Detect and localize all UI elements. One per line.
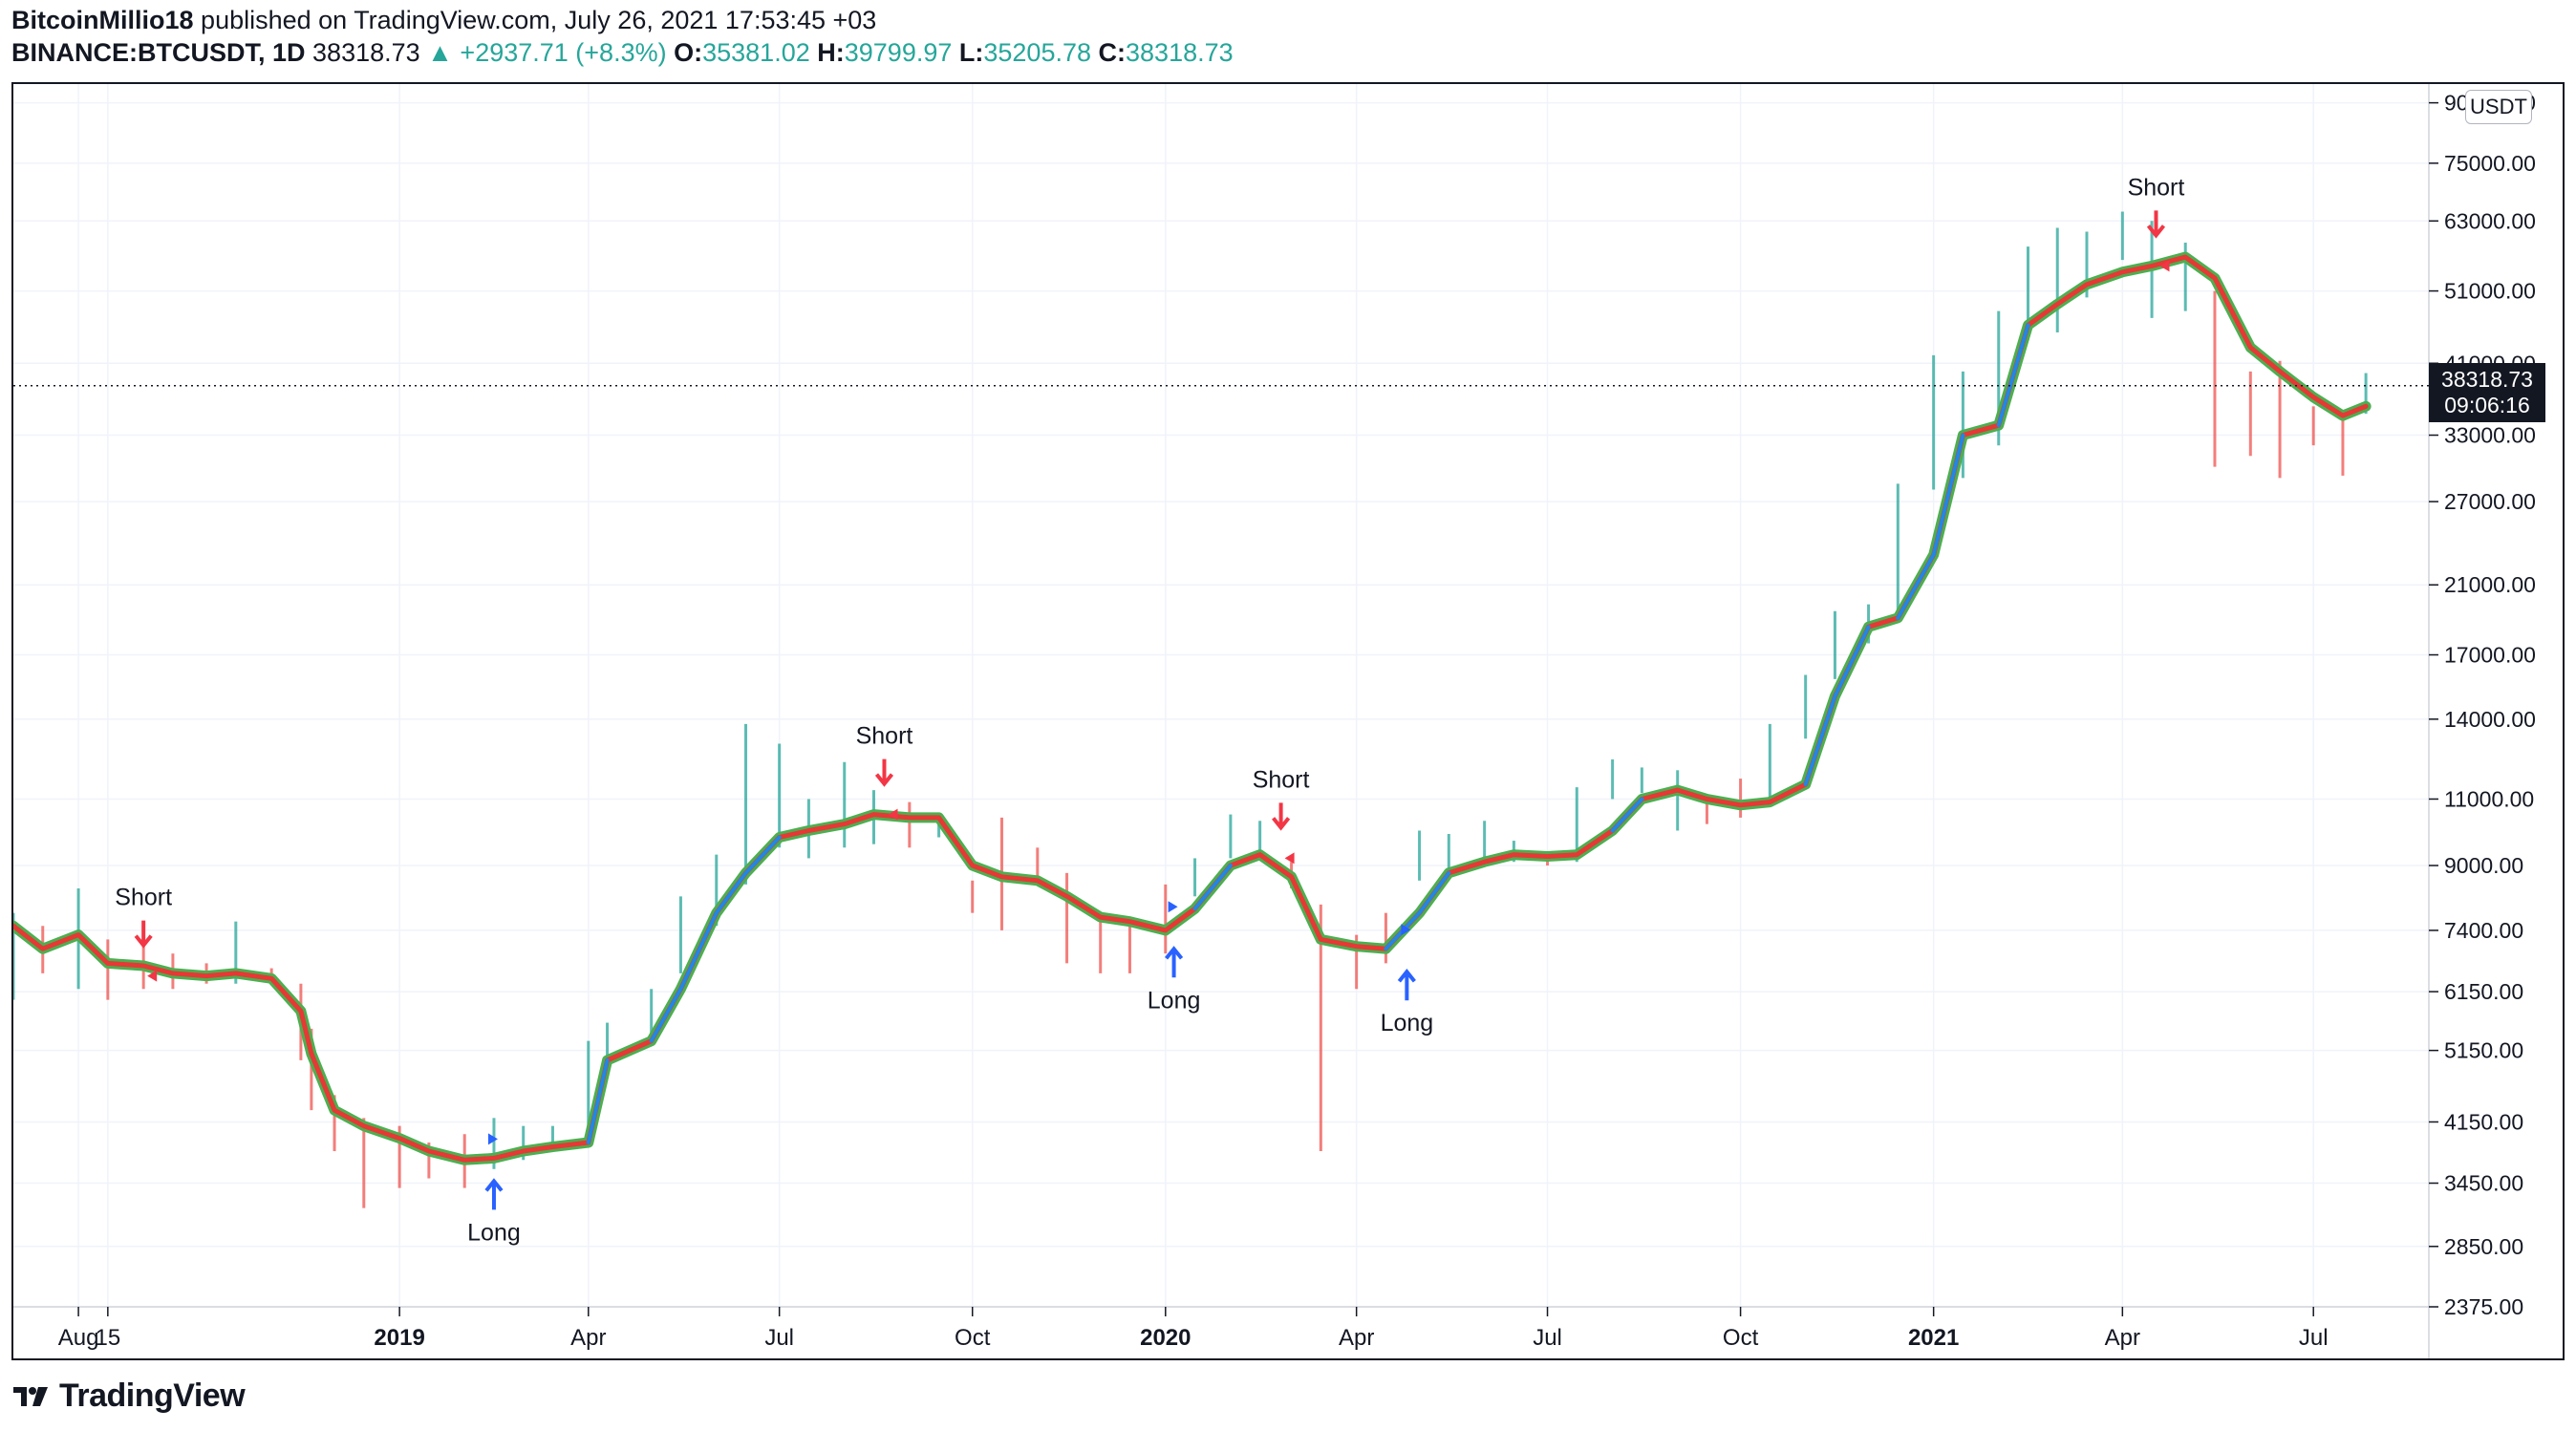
time-tick-label: Jul xyxy=(2299,1325,2329,1351)
trend-rise-segment xyxy=(1896,552,1936,620)
symbol-label: BINANCE:BTCUSDT, 1D xyxy=(11,38,306,67)
price-chart[interactable]: 90000.0075000.0063000.0051000.0041000.00… xyxy=(13,84,2563,1358)
price-tick-label: 21000.00 xyxy=(2444,572,2536,597)
tradingview-logo[interactable]: TradingView xyxy=(13,1378,246,1415)
price-tick-label: 51000.00 xyxy=(2444,279,2536,304)
signal-label-short: Short xyxy=(856,723,913,750)
price-tick-label: 2375.00 xyxy=(2444,1294,2523,1319)
countdown-label: 09:06:16 xyxy=(2444,393,2530,417)
low-value: 35205.78 xyxy=(983,38,1091,67)
price-tick-label: 3450.00 xyxy=(2444,1171,2523,1196)
long-arrow-icon xyxy=(484,1178,504,1210)
tradingview-logo-icon xyxy=(13,1386,48,1406)
price-tick-label: 11000.00 xyxy=(2444,786,2534,811)
trend-rise-segment xyxy=(586,1057,610,1145)
trend-rise-segment xyxy=(1610,797,1644,833)
price-tick-label: 9000.00 xyxy=(2444,853,2523,878)
price-tick-label: 4150.00 xyxy=(2444,1109,2523,1134)
open-value: 35381.02 xyxy=(702,38,810,67)
long-arrow-icon xyxy=(1165,946,1184,978)
publish-text: published on TradingView.com, July 26, 2… xyxy=(201,6,877,34)
time-tick-label: Jul xyxy=(764,1325,794,1351)
signal-label-long: Long xyxy=(1381,1010,1434,1036)
change-value: +2937.71 (+8.3%) xyxy=(460,38,667,67)
trend-rise-segment xyxy=(1996,323,2030,428)
short-arrow-icon xyxy=(1272,802,1291,831)
last-price-label: 38318.73 xyxy=(2441,367,2533,392)
price-tick-label: 27000.00 xyxy=(2444,489,2536,514)
trend-rise-segment xyxy=(678,910,719,992)
price-tick-label: 17000.00 xyxy=(2444,643,2536,668)
signal-label-short: Short xyxy=(1253,766,1310,793)
trend-rise-segment xyxy=(1192,864,1233,911)
brand-name: TradingView xyxy=(59,1378,246,1414)
trend-rise-segment xyxy=(649,987,683,1043)
trend-rise-segment xyxy=(1931,433,1965,557)
signal-label-long: Long xyxy=(1148,987,1201,1014)
long-arrow-icon xyxy=(1397,968,1416,1001)
last-price-marker: 38318.73 09:06:16 xyxy=(2429,363,2545,422)
long-marker-icon xyxy=(487,1133,498,1145)
time-tick-label: Apr xyxy=(1339,1325,1374,1351)
trend-rise-segment xyxy=(743,835,782,875)
high-label: H: xyxy=(817,38,845,67)
legend-row: BINANCE:BTCUSDT, 1D 38318.73 ▲ +2937.71 … xyxy=(11,38,1234,68)
trend-rise-segment xyxy=(1803,694,1837,787)
price-tick-label: 2850.00 xyxy=(2444,1234,2523,1259)
time-tick-label: Oct xyxy=(1723,1325,1759,1351)
trend-line-inner xyxy=(13,254,2369,1163)
price-tick-label: 5150.00 xyxy=(2444,1038,2523,1063)
chart-frame xyxy=(11,82,2565,1360)
short-marker-icon xyxy=(1284,852,1295,865)
close-label: C: xyxy=(1098,38,1127,67)
trend-rise-segment xyxy=(714,870,748,915)
price-tick-label: 33000.00 xyxy=(2444,423,2536,448)
low-label: L: xyxy=(958,38,984,67)
time-tick-label: Apr xyxy=(2105,1325,2140,1351)
short-marker-icon xyxy=(888,808,898,821)
long-marker-icon xyxy=(1401,924,1411,936)
author-name[interactable]: BitcoinMillio18 xyxy=(11,6,194,34)
change-up-icon: ▲ xyxy=(427,38,453,67)
short-marker-icon xyxy=(147,970,158,982)
price-tick-label: 63000.00 xyxy=(2444,208,2536,233)
last-value: 38318.73 xyxy=(312,38,420,67)
time-tick-label: 2020 xyxy=(1140,1325,1191,1351)
short-arrow-icon xyxy=(874,758,894,787)
signal-label-long: Long xyxy=(467,1219,521,1246)
time-tick-label: Apr xyxy=(570,1325,606,1351)
currency-badge[interactable]: USDT xyxy=(2465,90,2532,124)
trend-rise-segment xyxy=(1417,870,1451,915)
trend-line-outer xyxy=(13,251,2372,1165)
signal-label-short: Short xyxy=(115,885,172,911)
long-marker-icon xyxy=(1168,901,1178,913)
price-tick-label: 6150.00 xyxy=(2444,979,2523,1004)
close-value: 38318.73 xyxy=(1126,38,1234,67)
price-tick-label: 7400.00 xyxy=(2444,918,2523,943)
open-label: O: xyxy=(674,38,703,67)
time-tick-label: 2021 xyxy=(1908,1325,1959,1351)
trend-rise-segment xyxy=(1833,625,1871,698)
short-marker-icon xyxy=(2159,260,2170,272)
high-value: 39799.97 xyxy=(844,38,953,67)
time-tick-label: 15 xyxy=(95,1325,120,1351)
time-tick-label: 2019 xyxy=(374,1325,424,1351)
time-tick-label: Oct xyxy=(955,1325,991,1351)
time-tick-label: Jul xyxy=(1533,1325,1562,1351)
publish-info: BitcoinMillio18 published on TradingView… xyxy=(11,6,876,35)
short-arrow-icon xyxy=(134,920,153,949)
price-tick-label: 14000.00 xyxy=(2444,707,2536,732)
time-tick-label: Aug xyxy=(58,1325,99,1351)
signal-label-short: Short xyxy=(2128,174,2185,201)
price-tick-label: 75000.00 xyxy=(2444,151,2536,176)
short-arrow-icon xyxy=(2146,210,2166,239)
